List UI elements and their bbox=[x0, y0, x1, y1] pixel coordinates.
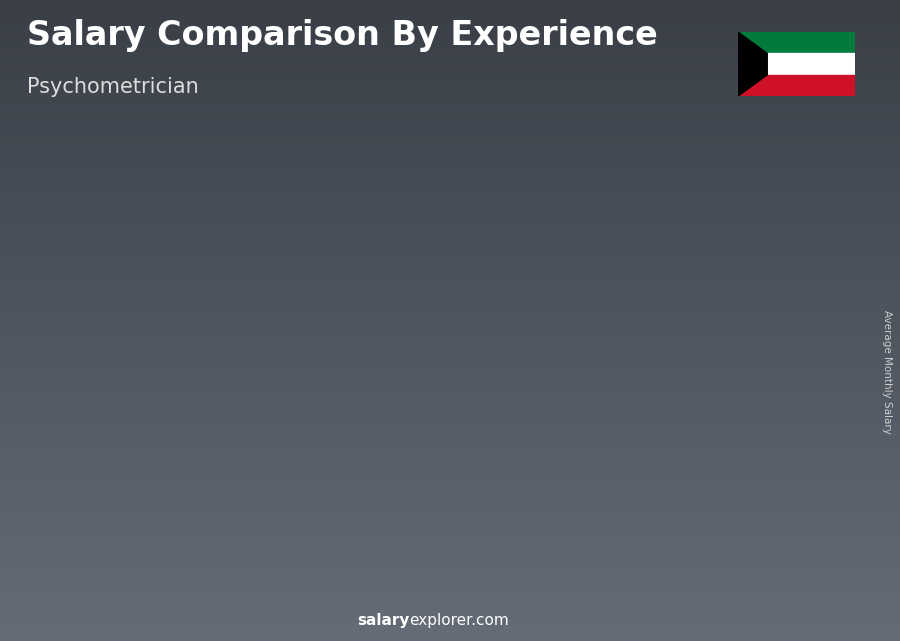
Bar bbox=[84, 453, 148, 577]
Text: +9%: +9% bbox=[534, 240, 583, 260]
Bar bbox=[464, 304, 526, 577]
Bar bbox=[338, 351, 400, 577]
Text: salary: salary bbox=[357, 613, 410, 628]
Bar bbox=[211, 415, 274, 577]
Bar bbox=[269, 415, 277, 577]
Bar bbox=[81, 453, 88, 577]
Bar bbox=[334, 351, 341, 577]
Text: +40%: +40% bbox=[274, 310, 337, 329]
Text: 4,090 KWD: 4,090 KWD bbox=[634, 264, 704, 277]
Text: 3,770 KWD: 3,770 KWD bbox=[485, 287, 554, 300]
Bar bbox=[461, 304, 468, 577]
Text: +20%: +20% bbox=[400, 264, 464, 283]
Bar bbox=[142, 453, 151, 577]
Text: explorer.com: explorer.com bbox=[410, 613, 509, 628]
Text: 4,410 KWD: 4,410 KWD bbox=[763, 241, 832, 254]
Text: 1,710 KWD: 1,710 KWD bbox=[75, 436, 145, 449]
Bar bbox=[738, 32, 855, 53]
Bar bbox=[738, 75, 855, 96]
Polygon shape bbox=[738, 32, 767, 96]
Bar bbox=[775, 258, 784, 577]
Bar bbox=[738, 53, 855, 75]
Bar bbox=[522, 304, 531, 577]
Text: +8%: +8% bbox=[661, 217, 710, 237]
Text: Average Monthly Salary: Average Monthly Salary bbox=[881, 310, 892, 434]
Text: Salary Comparison By Experience: Salary Comparison By Experience bbox=[27, 19, 658, 52]
Bar bbox=[590, 281, 653, 577]
Text: Psychometrician: Psychometrician bbox=[27, 77, 199, 97]
Text: 3,130 KWD: 3,130 KWD bbox=[356, 333, 426, 346]
Bar bbox=[395, 351, 404, 577]
Text: +31%: +31% bbox=[148, 374, 211, 394]
Bar bbox=[588, 281, 594, 577]
Bar bbox=[208, 415, 215, 577]
Bar bbox=[714, 258, 721, 577]
Bar bbox=[648, 281, 657, 577]
Text: 2,240 KWD: 2,240 KWD bbox=[230, 397, 299, 411]
Bar bbox=[716, 258, 780, 577]
